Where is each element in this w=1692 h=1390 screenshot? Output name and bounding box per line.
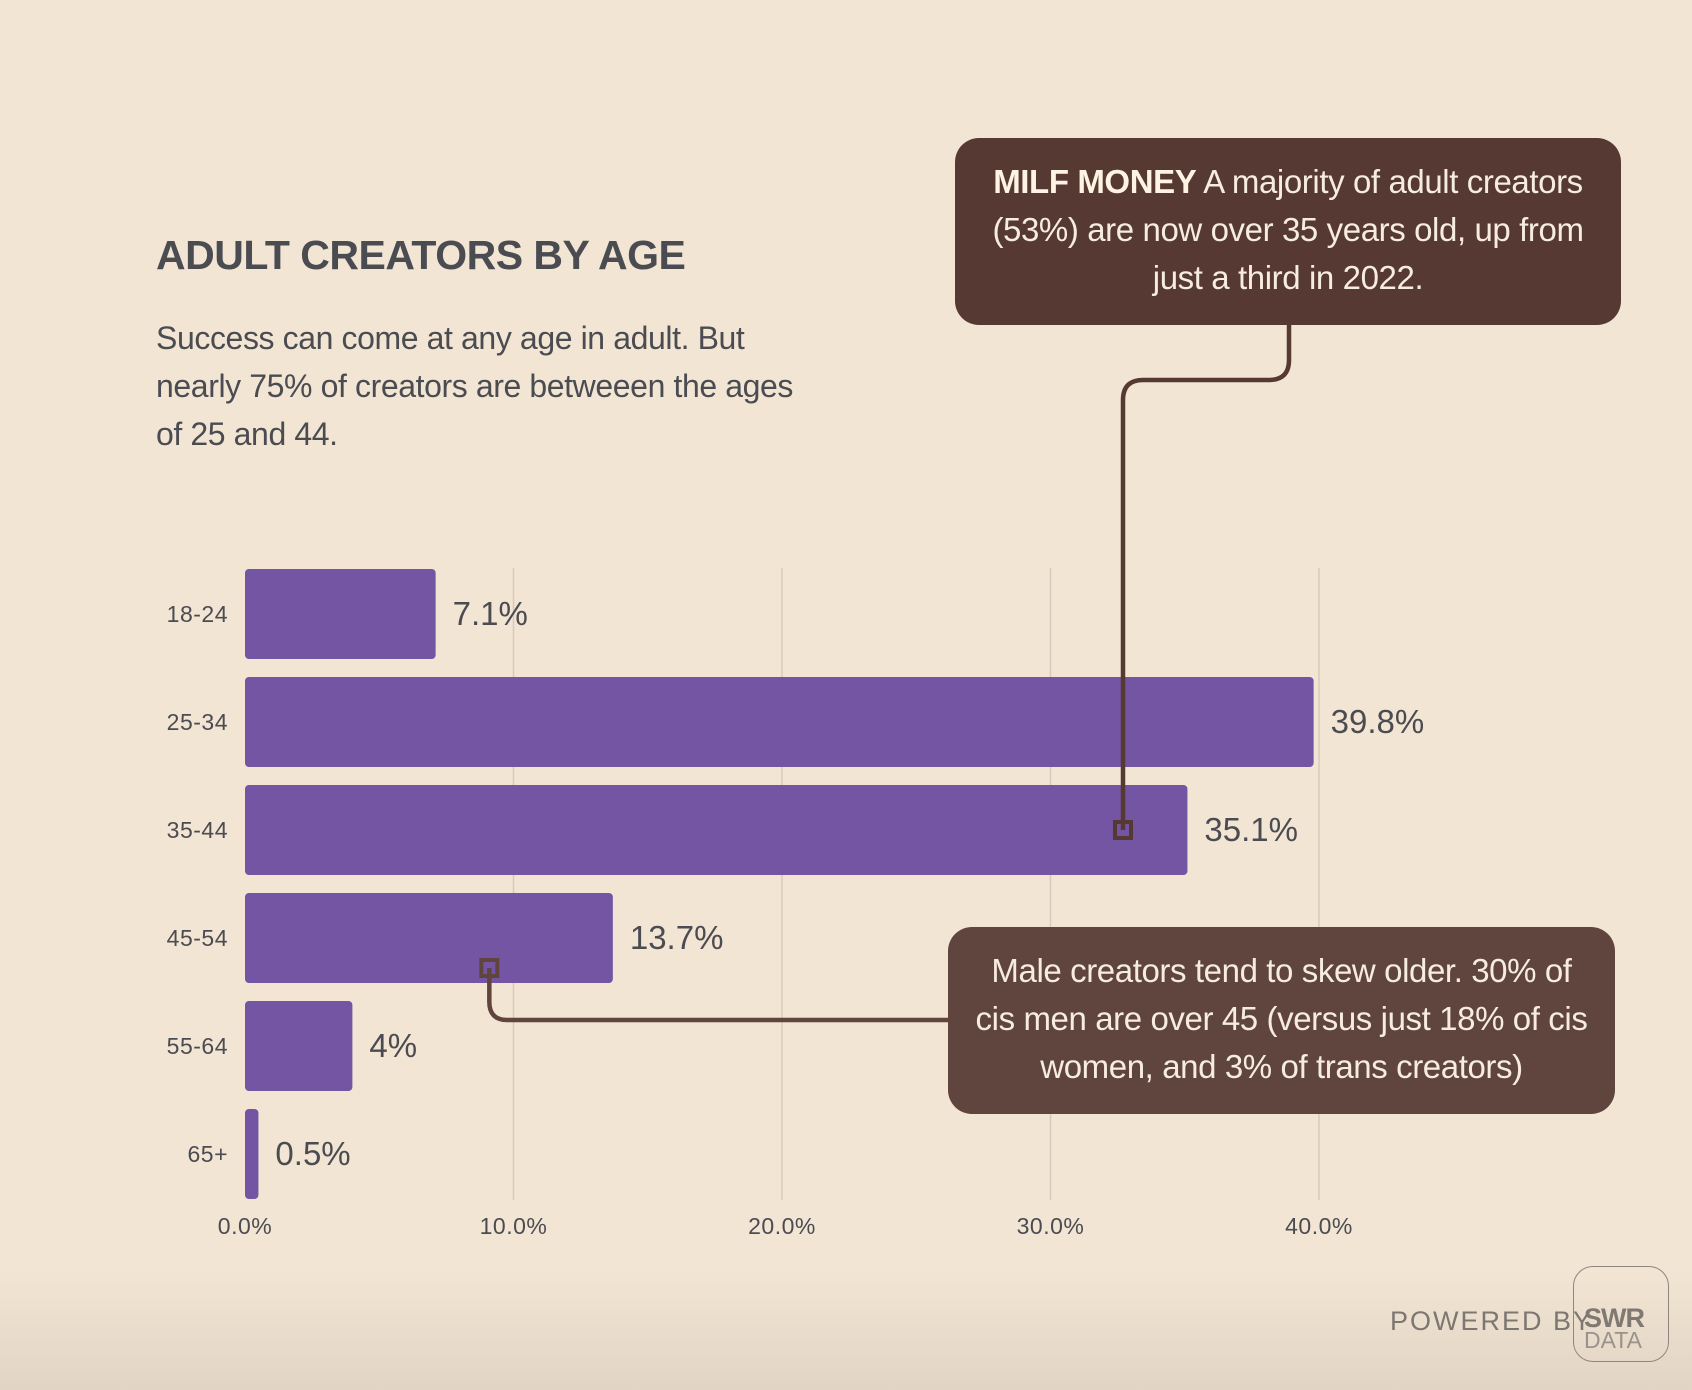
x-tick-label: 0.0% xyxy=(218,1213,272,1239)
x-tick-label: 40.0% xyxy=(1285,1213,1353,1239)
data-label: 4% xyxy=(369,1027,417,1064)
connector-marker xyxy=(479,958,500,978)
annotation-milf-money: MILF MONEY A majority of adult creators … xyxy=(955,138,1621,325)
logo-text-data: DATA xyxy=(1584,1327,1642,1353)
annotation-milf-text: A majority of adult creators (53%) are n… xyxy=(992,163,1584,296)
data-labels: 7.1% 39.8% 35.1% 13.7% 4% 0.5% xyxy=(275,595,1424,1172)
powered-by-label: POWERED BY xyxy=(1390,1306,1594,1336)
connector-marker xyxy=(1112,820,1133,840)
category-labels: 18-24 25-34 35-44 45-54 55-64 65+ xyxy=(167,601,228,1167)
swr-data-logo[interactable]: SWR DATA xyxy=(1573,1266,1669,1362)
x-axis-ticks: 0.0% 10.0% 20.0% 30.0% 40.0% xyxy=(218,1213,1353,1239)
category-label: 25-34 xyxy=(167,709,228,735)
data-label: 7.1% xyxy=(453,595,528,632)
background-fade xyxy=(0,1270,1692,1390)
data-label: 39.8% xyxy=(1331,703,1425,740)
bar-18-24 xyxy=(245,569,436,659)
bars xyxy=(245,569,1314,1199)
category-label: 35-44 xyxy=(167,817,228,843)
bar-35-44 xyxy=(245,785,1188,875)
connector-milf xyxy=(1120,325,1292,830)
bar-55-64 xyxy=(245,1001,353,1091)
annotation-milf-heading: MILF MONEY xyxy=(993,163,1197,200)
category-label: 55-64 xyxy=(167,1033,228,1059)
category-label: 65+ xyxy=(187,1141,228,1167)
chart-subtitle: Success can come at any age in adult. Bu… xyxy=(156,320,794,452)
annotation-male-creators: Male creators tend to skew older. 30% of… xyxy=(948,927,1615,1114)
chart-title: ADULT CREATORS BY AGE xyxy=(156,232,686,278)
bar-65+ xyxy=(245,1109,259,1199)
bar-25-34 xyxy=(245,677,1314,767)
data-label: 13.7% xyxy=(630,919,724,956)
category-label: 45-54 xyxy=(167,925,228,951)
annotation-male-text: Male creators tend to skew older. 30% of… xyxy=(975,952,1588,1085)
category-label: 18-24 xyxy=(167,601,228,627)
data-label: 0.5% xyxy=(275,1135,350,1172)
x-tick-label: 30.0% xyxy=(1017,1213,1085,1239)
x-tick-label: 20.0% xyxy=(748,1213,816,1239)
annotation-connectors xyxy=(479,325,1292,1023)
x-tick-label: 10.0% xyxy=(480,1213,548,1239)
connector-male xyxy=(487,968,948,1023)
logo-text-swr: SWR xyxy=(1584,1303,1645,1333)
bar-45-54 xyxy=(245,893,613,983)
data-label: 35.1% xyxy=(1204,811,1298,848)
